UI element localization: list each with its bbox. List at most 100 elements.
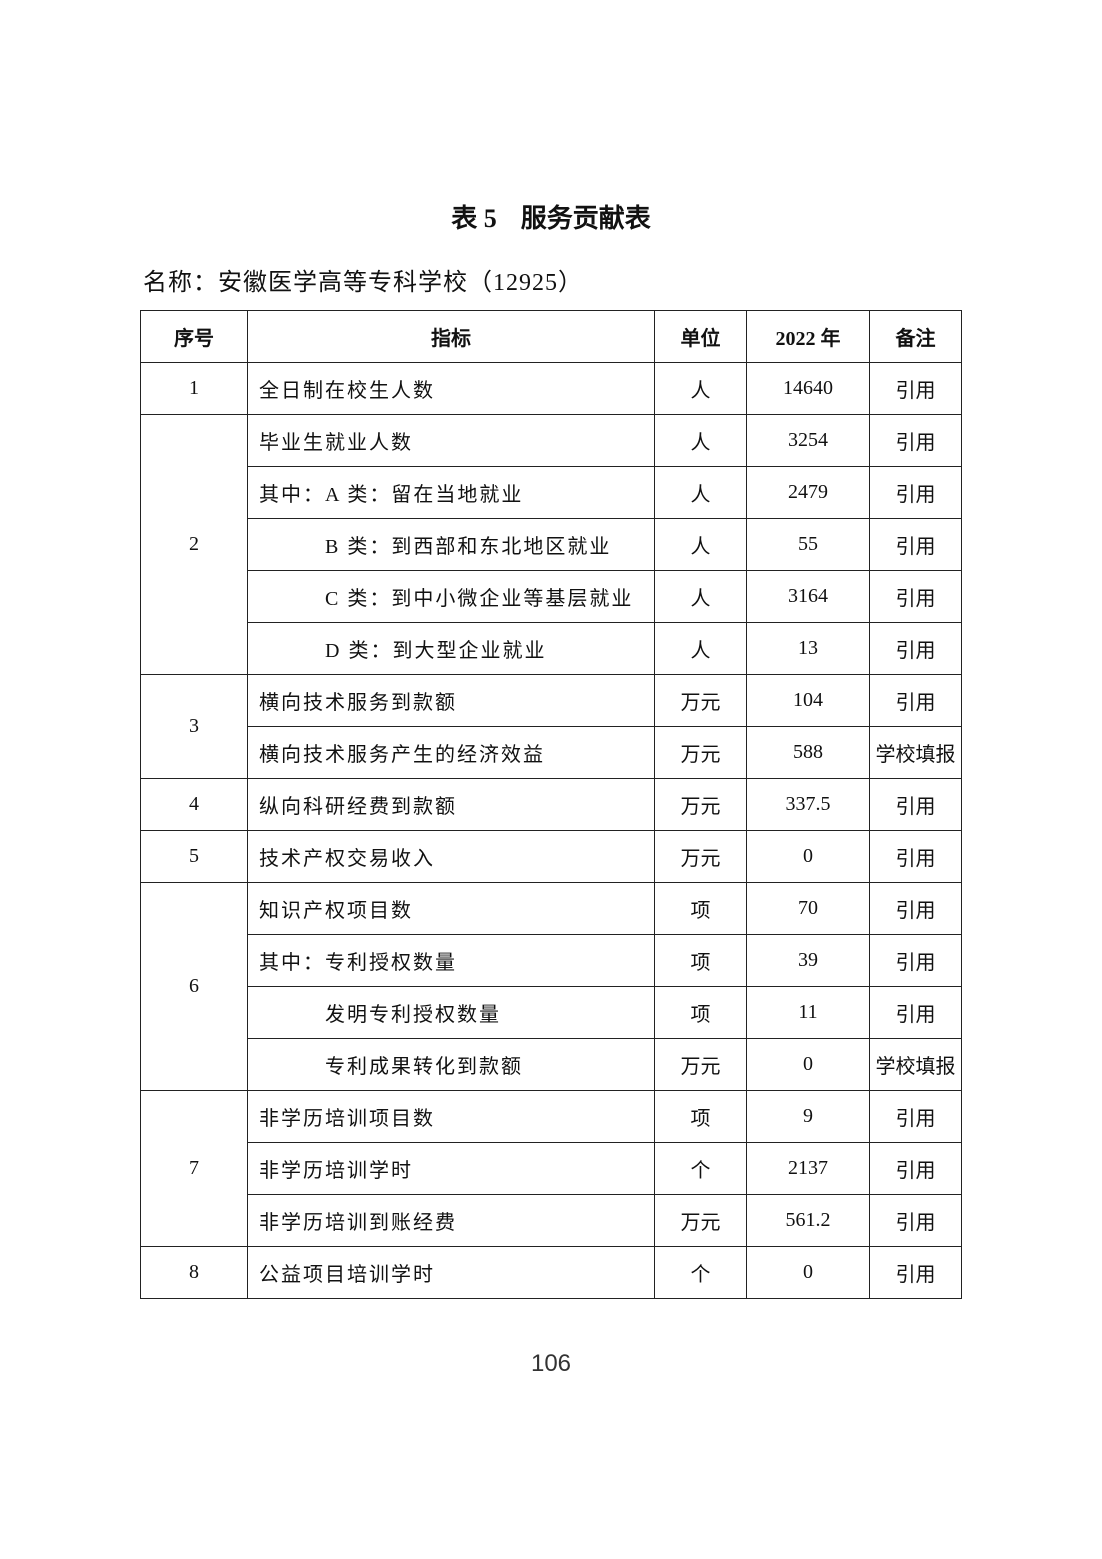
cell-note: 引用	[869, 518, 962, 571]
cell-indicator: 非学历培训到账经费	[247, 1194, 655, 1247]
cell-value: 70	[746, 882, 870, 935]
cell-value: 9	[746, 1090, 870, 1143]
cell-indicator: 发明专利授权数量	[247, 986, 655, 1039]
cell-no: 6	[140, 882, 248, 1091]
table-row: 3 横向技术服务到款额 万元 104 引用	[140, 674, 962, 779]
table-row: 发明专利授权数量项 11 引用	[141, 986, 962, 1039]
cell-note: 引用	[869, 1090, 962, 1143]
header-row: 序号 指标 单位 2022 年 备注	[140, 310, 962, 363]
cell-no: 4	[140, 778, 248, 831]
cell-note: 引用	[869, 466, 962, 519]
header-no: 序号	[140, 310, 248, 363]
cell-no: 7	[140, 1090, 248, 1247]
cell-value: 337.5	[746, 778, 870, 831]
cell-unit: 万元	[654, 778, 747, 831]
cell-note: 引用	[869, 414, 962, 467]
header-year: 2022 年	[746, 310, 870, 363]
cell-indicator: 公益项目培训学时	[247, 1246, 655, 1299]
cell-note: 引用	[869, 1194, 962, 1247]
cell-unit: 个	[654, 1142, 747, 1195]
cell-no: 8	[140, 1246, 248, 1299]
cell-unit: 万元	[654, 830, 747, 883]
cell-no: 5	[140, 830, 248, 883]
table-row: 其中：专利授权数量项 39 引用	[141, 934, 962, 987]
table-row: C 类：到中小微企业等基层就业人 3164 引用	[141, 570, 962, 623]
cell-indicator: B 类：到西部和东北地区就业	[247, 518, 655, 571]
table-row: 其中：A 类：留在当地就业人 2479 引用	[141, 466, 962, 519]
cell-indicator: 知识产权项目数	[247, 882, 655, 935]
cell-note: 引用	[869, 882, 962, 935]
cell-no: 1	[140, 362, 248, 415]
header-note: 备注	[869, 310, 962, 363]
cell-unit: 项	[654, 934, 747, 987]
cell-note: 引用	[869, 570, 962, 623]
cell-note: 引用	[869, 674, 962, 727]
header-indicator: 指标	[247, 310, 655, 363]
cell-unit: 人	[654, 518, 747, 571]
cell-indicator: 非学历培训学时	[247, 1142, 655, 1195]
cell-value: 55	[746, 518, 870, 571]
cell-indicator: D 类：到大型企业就业	[247, 622, 655, 675]
table-row: B 类：到西部和东北地区就业人 55 引用	[141, 518, 962, 571]
cell-unit: 个	[654, 1246, 747, 1299]
cell-indicator: C 类：到中小微企业等基层就业	[247, 570, 655, 623]
page-number: 106	[530, 1350, 572, 1377]
cell-unit: 项	[654, 882, 747, 935]
cell-indicator: 横向技术服务产生的经济效益	[247, 726, 655, 779]
cell-value: 561.2	[746, 1194, 870, 1247]
header-unit: 单位	[654, 310, 747, 363]
table-row: 5 技术产权交易收入 万元 0 引用	[140, 830, 962, 883]
cell-value: 13	[746, 622, 870, 675]
service-contribution-table: 序号 指标 单位 2022 年 备注 1 全日制在校生人数人 14640 引用 2 毕业生…	[140, 310, 962, 1299]
cell-note: 引用	[869, 1142, 962, 1195]
table-number: 表 5	[451, 204, 497, 233]
table-row: D 类：到大型企业就业人 13 引用	[141, 622, 962, 675]
cell-unit: 人	[654, 570, 747, 623]
cell-note: 引用	[869, 622, 962, 675]
cell-value: 0	[746, 830, 870, 883]
cell-unit: 万元	[654, 1194, 747, 1247]
cell-indicator: 技术产权交易收入	[247, 830, 655, 883]
cell-unit: 人	[654, 622, 747, 675]
cell-note: 引用	[869, 1246, 962, 1299]
cell-note: 引用	[869, 934, 962, 987]
cell-indicator: 专利成果转化到款额	[247, 1038, 655, 1091]
cell-value: 2137	[746, 1142, 870, 1195]
cell-value: 0	[746, 1038, 870, 1091]
cell-unit: 项	[654, 986, 747, 1039]
cell-note: 引用	[869, 830, 962, 883]
cell-note: 学校填报	[869, 726, 962, 779]
table-title: 表 5 服务贡献表	[0, 198, 1102, 235]
table-title-text: 服务贡献表	[520, 204, 651, 233]
cell-unit: 人	[654, 466, 747, 519]
cell-indicator: 其中：A 类：留在当地就业	[247, 466, 655, 519]
cell-note: 引用	[869, 362, 962, 415]
cell-indicator: 非学历培训项目数	[247, 1090, 655, 1143]
table-row: 2 毕业生就业人数人 3254 引用	[140, 414, 962, 675]
cell-indicator: 毕业生就业人数	[247, 414, 655, 467]
table-row: 非学历培训学时个 2137 引用	[141, 1142, 962, 1195]
cell-indicator: 全日制在校生人数	[247, 362, 655, 415]
cell-indicator: 其中：专利授权数量	[247, 934, 655, 987]
table-row: 4 纵向科研经费到款额 万元 337.5 引用	[140, 778, 962, 831]
cell-unit: 万元	[654, 674, 747, 727]
cell-value: 14640	[746, 362, 870, 415]
cell-value: 2479	[746, 466, 870, 519]
table-row: 非学历培训到账经费 万元 561.2 引用	[141, 1194, 962, 1247]
table-row: 7 非学历培训项目数项 9 引用	[140, 1090, 962, 1247]
cell-indicator: 横向技术服务到款额	[247, 674, 655, 727]
cell-value: 104	[746, 674, 870, 727]
cell-value: 3164	[746, 570, 870, 623]
cell-no: 3	[140, 674, 248, 779]
cell-value: 11	[746, 986, 870, 1039]
cell-note: 学校填报	[869, 1038, 962, 1091]
cell-unit: 万元	[654, 726, 747, 779]
cell-indicator: 纵向科研经费到款额	[247, 778, 655, 831]
table-row: 横向技术服务产生的经济效益 万元 588 学校填报	[141, 726, 962, 779]
cell-value: 39	[746, 934, 870, 987]
cell-unit: 人	[654, 362, 747, 415]
cell-value: 3254	[746, 414, 870, 467]
table-row: 8 公益项目培训学时个 0 引用	[140, 1246, 962, 1299]
cell-unit: 人	[654, 414, 747, 467]
table-row: 1 全日制在校生人数人 14640 引用	[140, 362, 962, 415]
